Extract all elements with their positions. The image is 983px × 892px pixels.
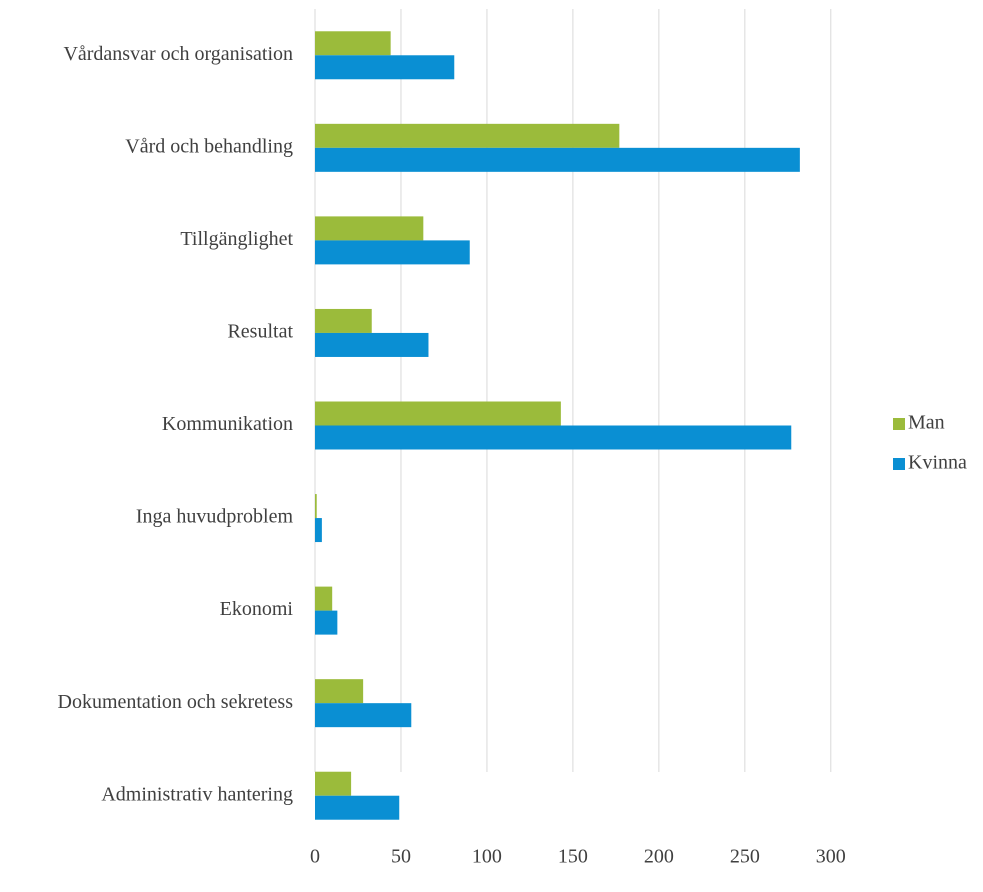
x-tick-label: 0 — [310, 846, 320, 868]
bar — [315, 425, 792, 450]
bar — [315, 308, 372, 333]
y-tick-label: Tillgänglighet — [180, 228, 293, 250]
bar — [315, 147, 800, 172]
y-tick-label: Administrativ hantering — [101, 783, 293, 805]
bar — [315, 679, 364, 704]
y-tick-label: Vårdansvar och organisation — [63, 43, 293, 65]
x-tick-label: 200 — [644, 846, 674, 868]
y-tick-label: Ekonomi — [220, 598, 294, 620]
x-tick-label: 300 — [816, 846, 846, 868]
bar — [315, 518, 322, 543]
x-tick-label: 100 — [472, 846, 502, 868]
x-tick-label: 150 — [558, 846, 588, 868]
bar — [315, 586, 333, 611]
bar — [315, 240, 470, 265]
bar — [315, 123, 620, 148]
x-tick-label: 250 — [730, 846, 760, 868]
bar — [315, 332, 429, 357]
bar — [315, 31, 391, 56]
x-tick-label: 50 — [391, 846, 411, 868]
bar — [315, 771, 352, 796]
bar — [315, 401, 561, 426]
bar — [315, 216, 424, 241]
bar — [315, 55, 455, 80]
y-tick-label: Inga huvudproblem — [136, 506, 294, 528]
bar — [315, 494, 317, 519]
legend-label: Kvinna — [908, 452, 967, 474]
legend-label: Man — [908, 412, 945, 434]
legend-swatch — [893, 418, 905, 430]
y-tick-label: Dokumentation och sekretess — [58, 691, 294, 713]
y-tick-label: Vård och behandling — [125, 135, 293, 157]
y-tick-label: Kommunikation — [162, 413, 293, 435]
legend-swatch — [893, 458, 905, 470]
bar — [315, 703, 412, 728]
y-tick-label: Resultat — [227, 321, 293, 343]
bar — [315, 610, 338, 635]
bar — [315, 795, 400, 820]
